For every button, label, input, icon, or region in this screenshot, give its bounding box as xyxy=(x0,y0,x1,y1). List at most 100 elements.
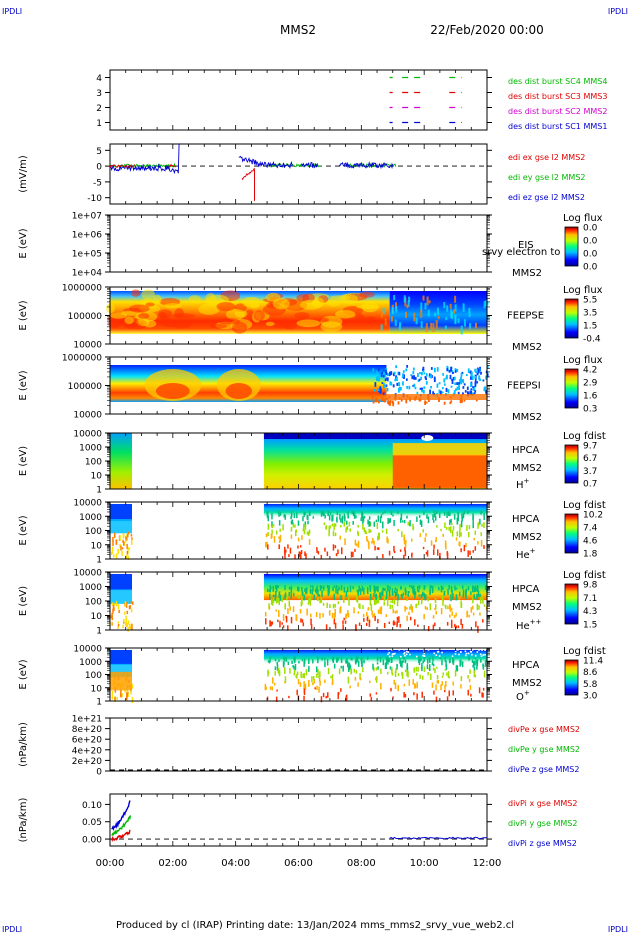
spectrogram-texture xyxy=(378,401,380,404)
spectrogram-texture xyxy=(436,680,439,684)
spectrogram-texture xyxy=(278,536,280,539)
time-tick-label: 08:00 xyxy=(347,858,376,869)
spectrogram-texture xyxy=(363,527,366,533)
spectrogram-texture xyxy=(463,319,466,327)
spectrogram-texture xyxy=(396,588,398,592)
spectrogram-texture xyxy=(403,657,406,660)
spectrogram-texture xyxy=(316,549,318,553)
spectrogram-texture xyxy=(416,516,418,522)
spectrogram-texture xyxy=(418,594,420,597)
spectrogram-texture xyxy=(391,588,394,591)
spectrogram-texture xyxy=(325,525,327,530)
spectrogram-texture xyxy=(448,690,451,697)
spectrogram-texture xyxy=(284,552,286,560)
spectrogram-texture xyxy=(374,615,376,621)
spectrogram-texture xyxy=(324,661,326,668)
spectrogram-texture xyxy=(277,619,279,623)
spectrogram-texture xyxy=(398,371,401,376)
spectrogram-texture xyxy=(301,591,304,596)
time-axis: 00:00 02:00 04:00 06:00 08:00 10:00 12:00 xyxy=(96,858,502,869)
spectrogram-texture xyxy=(373,599,376,606)
spectrogram-texture xyxy=(483,604,486,607)
spectrogram-texture xyxy=(380,372,383,378)
spectrogram-texture xyxy=(460,676,463,682)
spectrogram-texture xyxy=(111,690,114,696)
spectrogram-texture xyxy=(304,512,306,516)
spectrogram-texture xyxy=(282,663,285,668)
spectrogram-texture xyxy=(225,309,246,320)
spectrogram-texture xyxy=(380,609,383,615)
spectrogram-texture xyxy=(389,381,392,386)
spectrogram-texture xyxy=(343,586,346,593)
spectrogram-texture xyxy=(385,368,388,371)
legend-entry: des dist burst SC2 MMS2 xyxy=(508,107,607,116)
spectrogram-texture xyxy=(423,594,426,600)
spectrogram-texture xyxy=(278,544,280,550)
burst-tick-label: 2 xyxy=(96,104,102,114)
spectrogram-texture xyxy=(294,524,296,528)
spectrogram-texture xyxy=(305,587,308,592)
spectrogram-texture xyxy=(394,610,397,614)
spectrogram-texture xyxy=(309,613,312,617)
spectrogram-texture xyxy=(486,316,489,320)
spectrogram-texture xyxy=(297,545,299,549)
spectrogram-texture xyxy=(117,621,120,624)
spectrogram-texture xyxy=(308,665,310,672)
spectrogram-texture xyxy=(309,595,312,602)
spectrogram-texture xyxy=(346,586,349,593)
spectrogram-texture xyxy=(425,401,428,404)
colorbar-tick-label: 7.1 xyxy=(583,594,597,604)
spectrogram-texture xyxy=(297,586,300,592)
spectrogram-texture xyxy=(406,304,409,309)
spectrogram-texture xyxy=(468,307,471,314)
spectrogram-texture xyxy=(290,510,293,518)
spectrogram-texture xyxy=(440,684,442,691)
spectrogram-texture xyxy=(406,598,408,602)
spectrogram-texture xyxy=(285,596,288,601)
spectrogram-texture xyxy=(434,622,436,627)
spectrogram-texture xyxy=(313,678,316,684)
spectrogram-texture xyxy=(454,382,457,386)
spectrogram-texture xyxy=(285,549,287,553)
spectrogram-texture xyxy=(277,668,280,673)
spectrogram-texture xyxy=(421,691,423,698)
spectrogram-texture xyxy=(296,319,321,328)
spectrogram-texture xyxy=(348,521,351,527)
spectrogram-texture xyxy=(334,545,337,549)
spectrogram-texture xyxy=(353,607,355,614)
spectrogram-texture xyxy=(340,657,343,664)
spectrogram-texture xyxy=(418,515,421,518)
spectrogram-texture xyxy=(376,656,379,662)
spectrogram-texture xyxy=(417,624,419,627)
spectrogram-texture xyxy=(382,587,384,591)
spectrogram-texture xyxy=(370,593,372,601)
spectrogram-texture xyxy=(486,301,489,305)
spectrogram-texture xyxy=(366,616,369,621)
spectrogram-texture xyxy=(382,554,384,559)
spectrogram-texture xyxy=(417,586,419,592)
spectrogram-texture xyxy=(447,671,450,678)
spectrogram-texture xyxy=(433,544,435,549)
spectrogram-texture xyxy=(469,669,471,674)
spectrogram-texture xyxy=(390,510,393,514)
spectrogram-texture xyxy=(123,619,125,623)
spectrogram-texture xyxy=(420,302,423,312)
spectrogram-texture xyxy=(304,551,306,557)
spectrogram-texture xyxy=(406,515,408,519)
spectrogram-texture xyxy=(483,387,486,392)
spectrogram-texture xyxy=(383,622,386,628)
spectrogram-texture xyxy=(454,316,457,325)
spectrogram-texture xyxy=(117,625,119,630)
spectrogram-texture xyxy=(454,368,457,371)
spectrogram-texture xyxy=(397,371,400,376)
spectrogram-texture xyxy=(462,379,465,384)
spectrogram-texture xyxy=(350,668,352,675)
hpca_hepp-tick-label: 1000 xyxy=(79,583,102,593)
spectrogram-texture xyxy=(441,659,443,666)
spectrogram-texture xyxy=(453,390,456,395)
spectrogram-texture xyxy=(353,668,356,673)
spectrogram-texture xyxy=(405,650,408,653)
spectrogram-texture xyxy=(430,367,433,370)
spectrogram-texture xyxy=(403,648,406,651)
spectrogram-texture xyxy=(445,376,448,380)
